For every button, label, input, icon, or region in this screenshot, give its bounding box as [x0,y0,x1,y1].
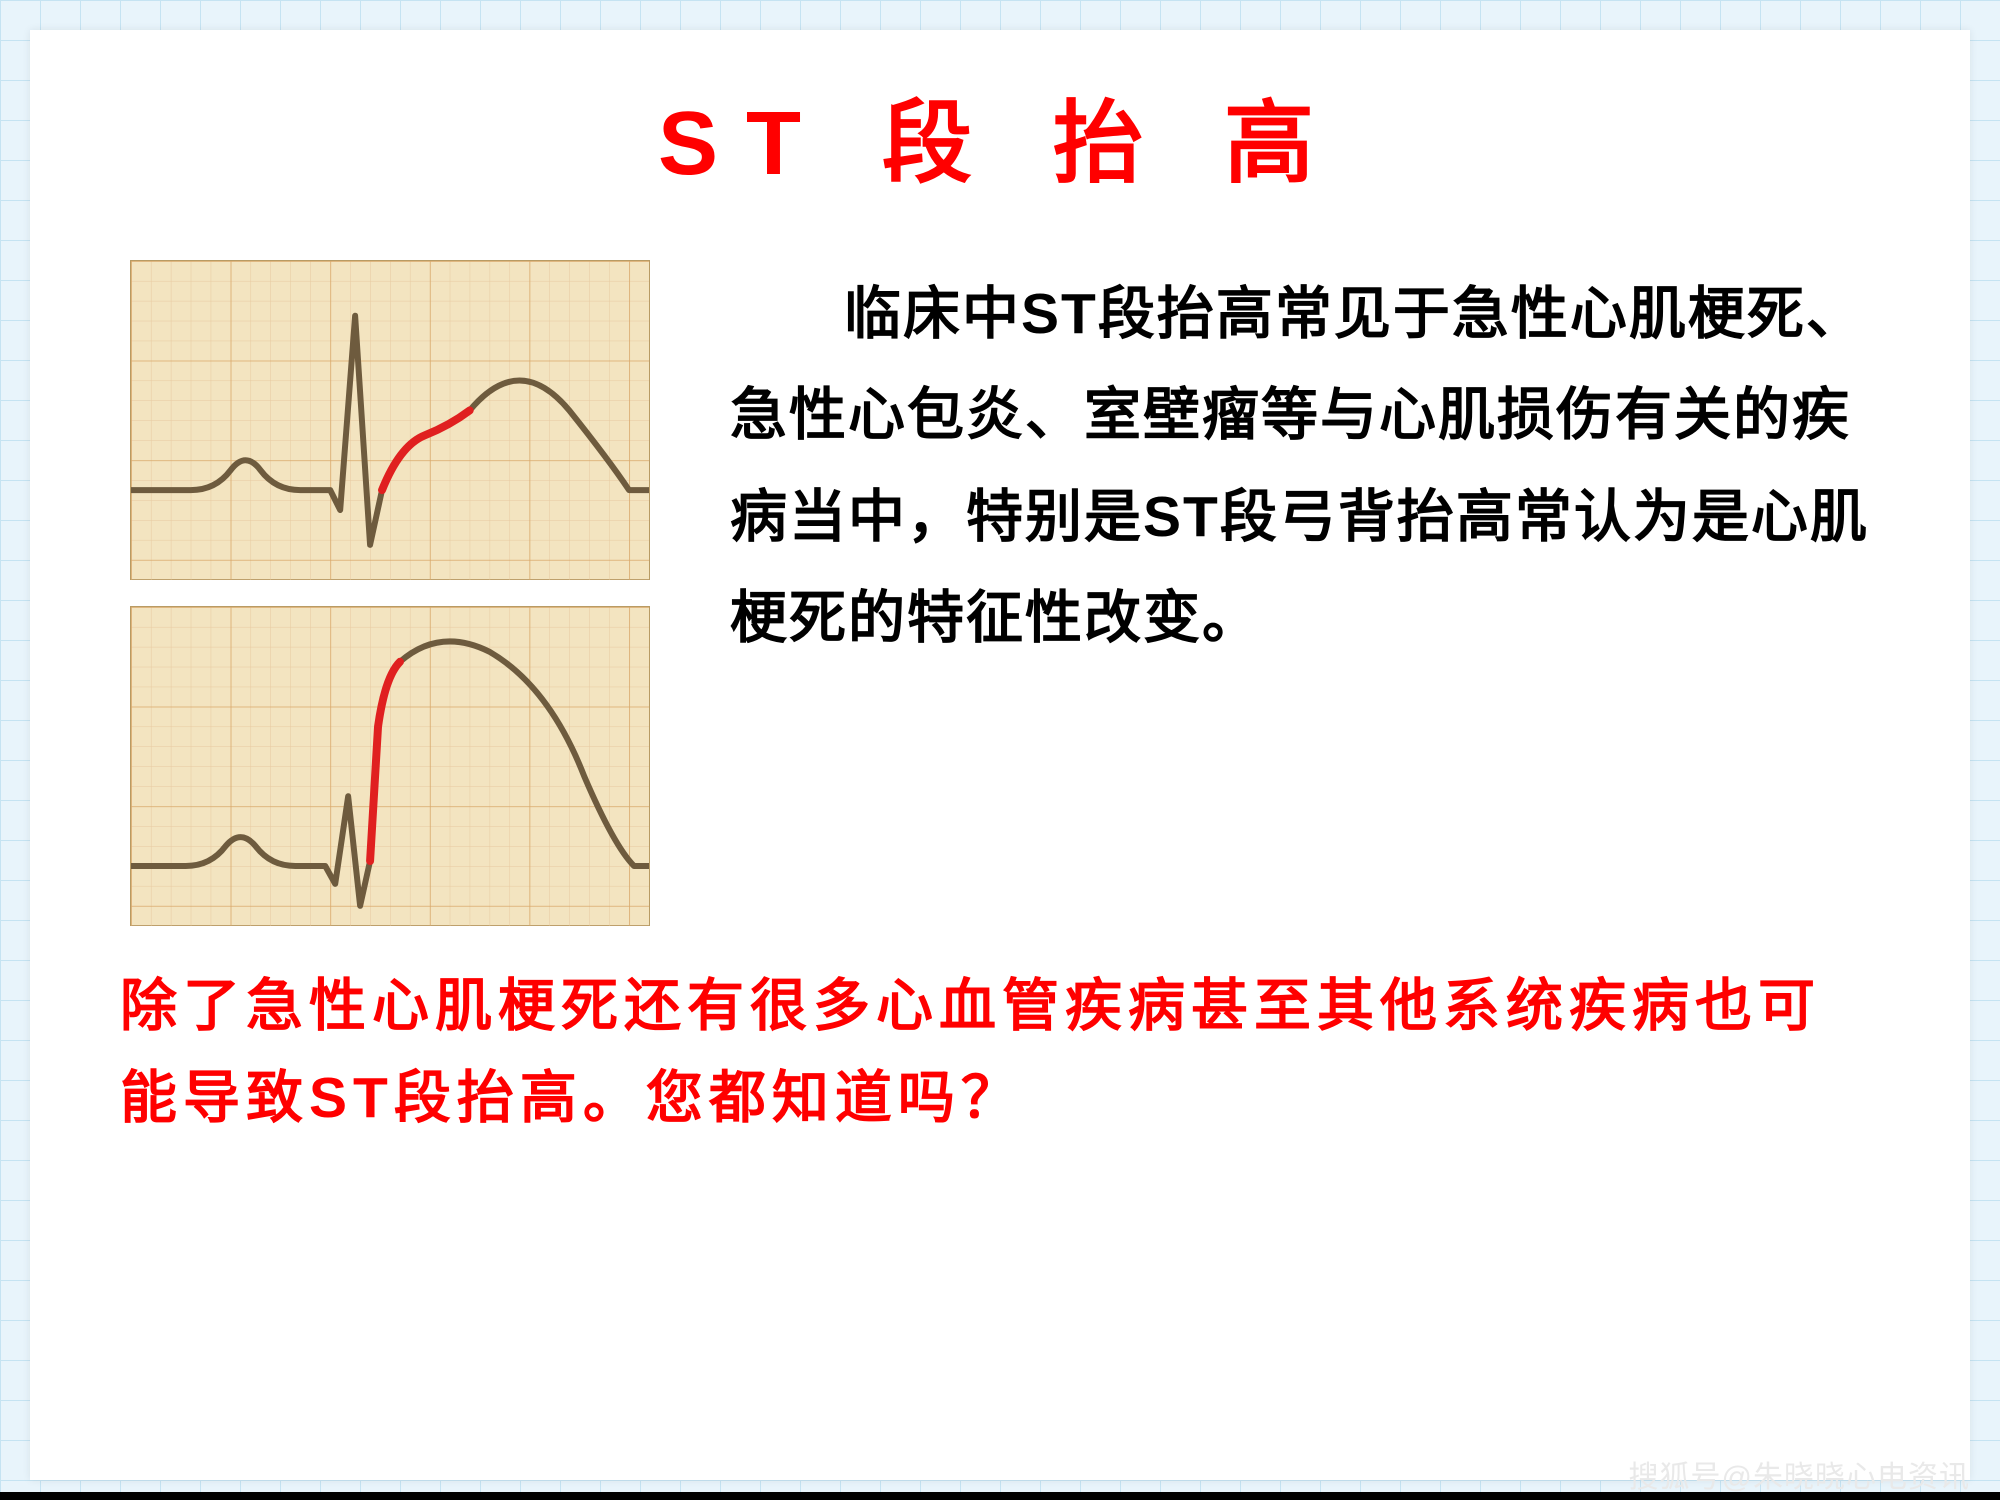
ecg-diagram-bottom [130,606,650,926]
main-row: 临床中ST段抬高常见于急性心肌梗死、急性心包炎、室壁瘤等与心肌损伤有关的疾病当中… [120,260,1880,926]
slide-title: ST 段 抬 高 [120,70,1880,200]
bottom-note: 除了急性心肌梗死还有很多心血管疾病甚至其他系统疾病也可能导致ST段抬高。您都知道… [120,960,1880,1145]
body-text: 临床中ST段抬高常见于急性心肌梗死、急性心包炎、室壁瘤等与心肌损伤有关的疾病当中… [730,260,1880,670]
ecg-column [130,260,670,926]
watermark: 搜狐号@朱晓晓心电资讯 [1629,1452,1970,1496]
bottom-black-bar [0,1492,2000,1500]
ecg-diagram-top [130,260,650,580]
slide: ST 段 抬 高 [30,30,1970,1480]
ecg-svg-top [131,261,649,580]
ecg-svg-bottom [131,607,649,926]
